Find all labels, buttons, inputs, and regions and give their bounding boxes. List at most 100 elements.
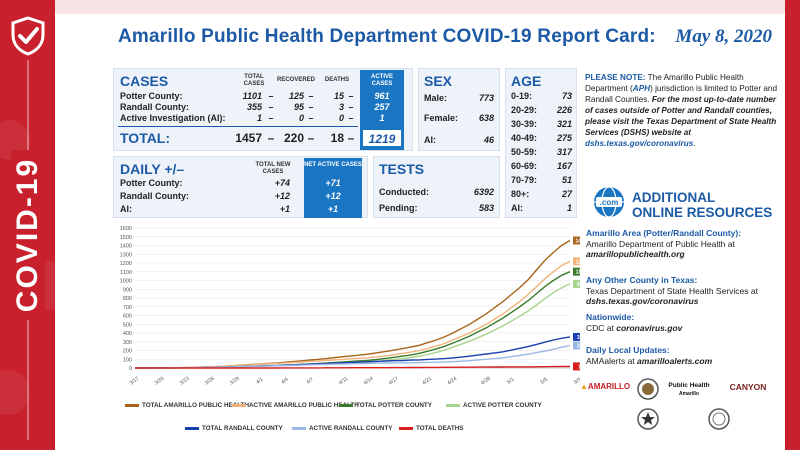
y-tick-label: 100 [123, 357, 132, 363]
resource-daily: Daily Local Updates: AMAalerts at amaril… [586, 345, 713, 366]
y-tick-label: 1000 [120, 279, 132, 285]
x-tick-label: 4/4 [280, 377, 289, 386]
end-value-label: 355 [577, 335, 580, 341]
end-label-badge [573, 341, 580, 350]
series-line [135, 239, 571, 369]
net-active-column [304, 158, 362, 218]
resource-link[interactable]: dshs.texas.gov/coronavirus [586, 296, 699, 306]
please-note: PLEASE NOTE: The Amarillo Public Health … [585, 73, 778, 148]
legend-active-randall: ACTIVE RANDALL COUNTY [292, 425, 393, 432]
x-tick-label: 4/7 [305, 377, 314, 386]
tests-title: TESTS [379, 161, 425, 177]
web-globe-icon: .com [594, 186, 624, 218]
legend-total-deaths: TOTAL DEATHS [399, 425, 463, 432]
cases-panel: CASES TOTAL CASES RECOVERED DEATHS ACTIV… [113, 68, 413, 151]
x-tick-label: 4/14 [363, 376, 375, 387]
page-title: Amarillo Public Health Department COVID-… [118, 26, 656, 47]
y-tick-label: 1500 [120, 235, 132, 241]
x-tick-label: 3/20 [154, 376, 166, 387]
col-total-cases: TOTAL CASES [243, 74, 265, 87]
end-label-badge [573, 236, 580, 245]
x-tick-label: 4/28 [480, 376, 492, 387]
x-tick-label: 3/23 [179, 376, 191, 387]
end-label-badge [573, 257, 580, 266]
end-label-badge [573, 362, 580, 371]
end-value-label: 257 [577, 344, 580, 350]
resource-nationwide: Nationwide: CDC at coronavirus.gov [586, 312, 683, 333]
sidebar-title: COVID-19 [6, 70, 50, 400]
series-line [135, 344, 571, 369]
y-tick-label: 1400 [120, 244, 132, 250]
end-value-label: 1101 [576, 270, 580, 276]
legend-total-randall: TOTAL RANDALL COUNTY [185, 425, 283, 432]
resource-link[interactable]: amarillopublichealth.org [586, 249, 685, 259]
public-health-logo: Public Health Amarillo [668, 382, 710, 397]
age-rows: 0-19: 73 20-29: 226 30-39: 321 40-49: 275 50… [511, 91, 572, 213]
x-tick-label: 4/21 [421, 376, 433, 387]
resource-amarillo: Amarillo Area (Potter/Randall County): A… [586, 228, 742, 259]
x-tick-label: 3/26 [204, 376, 216, 387]
age-panel: AGE 0-19: 73 20-29: 226 30-39: 321 40-49: 27… [505, 68, 577, 218]
legend-total-aph: TOTAL AMARILLO PUBLIC HEALTH [125, 402, 249, 409]
x-tick-label: 4/17 [388, 376, 400, 387]
y-tick-label: 900 [123, 287, 132, 293]
y-tick-label: 1600 [120, 226, 132, 232]
y-tick-label: 300 [123, 340, 132, 346]
x-tick-label: 4/24 [446, 376, 458, 387]
county-seal-icon [637, 408, 659, 430]
x-tick-label: 5/1 [506, 377, 515, 386]
daily-panel: DAILY +/– TOTAL NEW CASES NET ACTIVE CAS… [113, 156, 368, 218]
col-deaths: DEATHS [324, 77, 350, 83]
x-tick-label: 3/29 [229, 376, 241, 387]
col-recovered: RECOVERED [276, 77, 315, 83]
end-label-badge [573, 267, 580, 276]
y-tick-label: 0 [129, 366, 132, 372]
resource-link[interactable]: amarilloalerts.com [637, 355, 713, 366]
top-band [55, 0, 785, 14]
sex-panel: SEX Male: 773 Female: 638 AI: 46 [418, 68, 500, 151]
web-icon-label: .com [600, 198, 619, 207]
end-label-badge [573, 279, 580, 288]
x-tick-label: 3/17 [129, 376, 141, 387]
col-active-cases: ACTIVE CASES [370, 74, 393, 87]
end-value-label: 1219 [575, 259, 580, 265]
col-total-new: TOTAL NEW CASES [255, 162, 291, 175]
series-line [135, 271, 571, 369]
y-tick-label: 500 [123, 322, 132, 328]
dshs-link[interactable]: dshs.texas.gov/coronavirus [585, 139, 694, 148]
report-date: May 8, 2020 [675, 26, 772, 47]
x-tick-label: 4/1 [255, 377, 264, 386]
y-tick-label: 800 [123, 296, 132, 302]
y-tick-label: 700 [123, 305, 132, 311]
county-seal-icon [708, 408, 730, 430]
right-strip [785, 0, 800, 450]
cases-divider [118, 126, 358, 127]
y-tick-label: 1100 [120, 270, 132, 276]
y-tick-label: 600 [123, 314, 132, 320]
daily-title: DAILY +/– [120, 161, 185, 177]
end-value-label: 1457 [575, 239, 580, 245]
county-seal-icon [637, 378, 659, 400]
covid-line-chart: 0 100 200 300 400 500 600 700 800 900 1000 1100 1200… [120, 226, 580, 387]
shield-check-icon [11, 16, 45, 56]
y-tick-label: 1300 [120, 252, 132, 258]
canyon-logo: CANYON [729, 382, 767, 392]
legend-active-aph: ACTIVE AMARILLO PUBLIC HEALTH [232, 402, 359, 409]
col-net-active: NET ACTIVE CASES [304, 162, 362, 168]
end-label-badge [573, 332, 580, 341]
sex-title: SEX [424, 73, 453, 89]
sidebar-banner: COVID-19 [0, 0, 55, 450]
tests-panel: TESTS Conducted: 6392 Pending: 583 [373, 156, 500, 218]
resource-link[interactable]: coronavirus.gov [616, 322, 683, 333]
resource-texas: Any Other County in Texas: Texas Departm… [586, 275, 758, 306]
x-tick-label: 4/11 [338, 376, 349, 387]
x-tick-label: 5/9 [573, 377, 580, 386]
end-value-label: 18 [578, 364, 580, 370]
age-title: AGE [511, 73, 542, 89]
legend-active-potter: ACTIVE POTTER COUNTY [446, 402, 542, 409]
resources-title: ADDITIONAL ONLINE RESOURCES [632, 190, 773, 220]
cases-title: CASES [120, 73, 169, 89]
legend-total-potter: TOTAL POTTER COUNTY [339, 402, 432, 409]
amarillo-logo: ▲AMARILLO [580, 382, 631, 391]
y-tick-label: 400 [123, 331, 132, 337]
